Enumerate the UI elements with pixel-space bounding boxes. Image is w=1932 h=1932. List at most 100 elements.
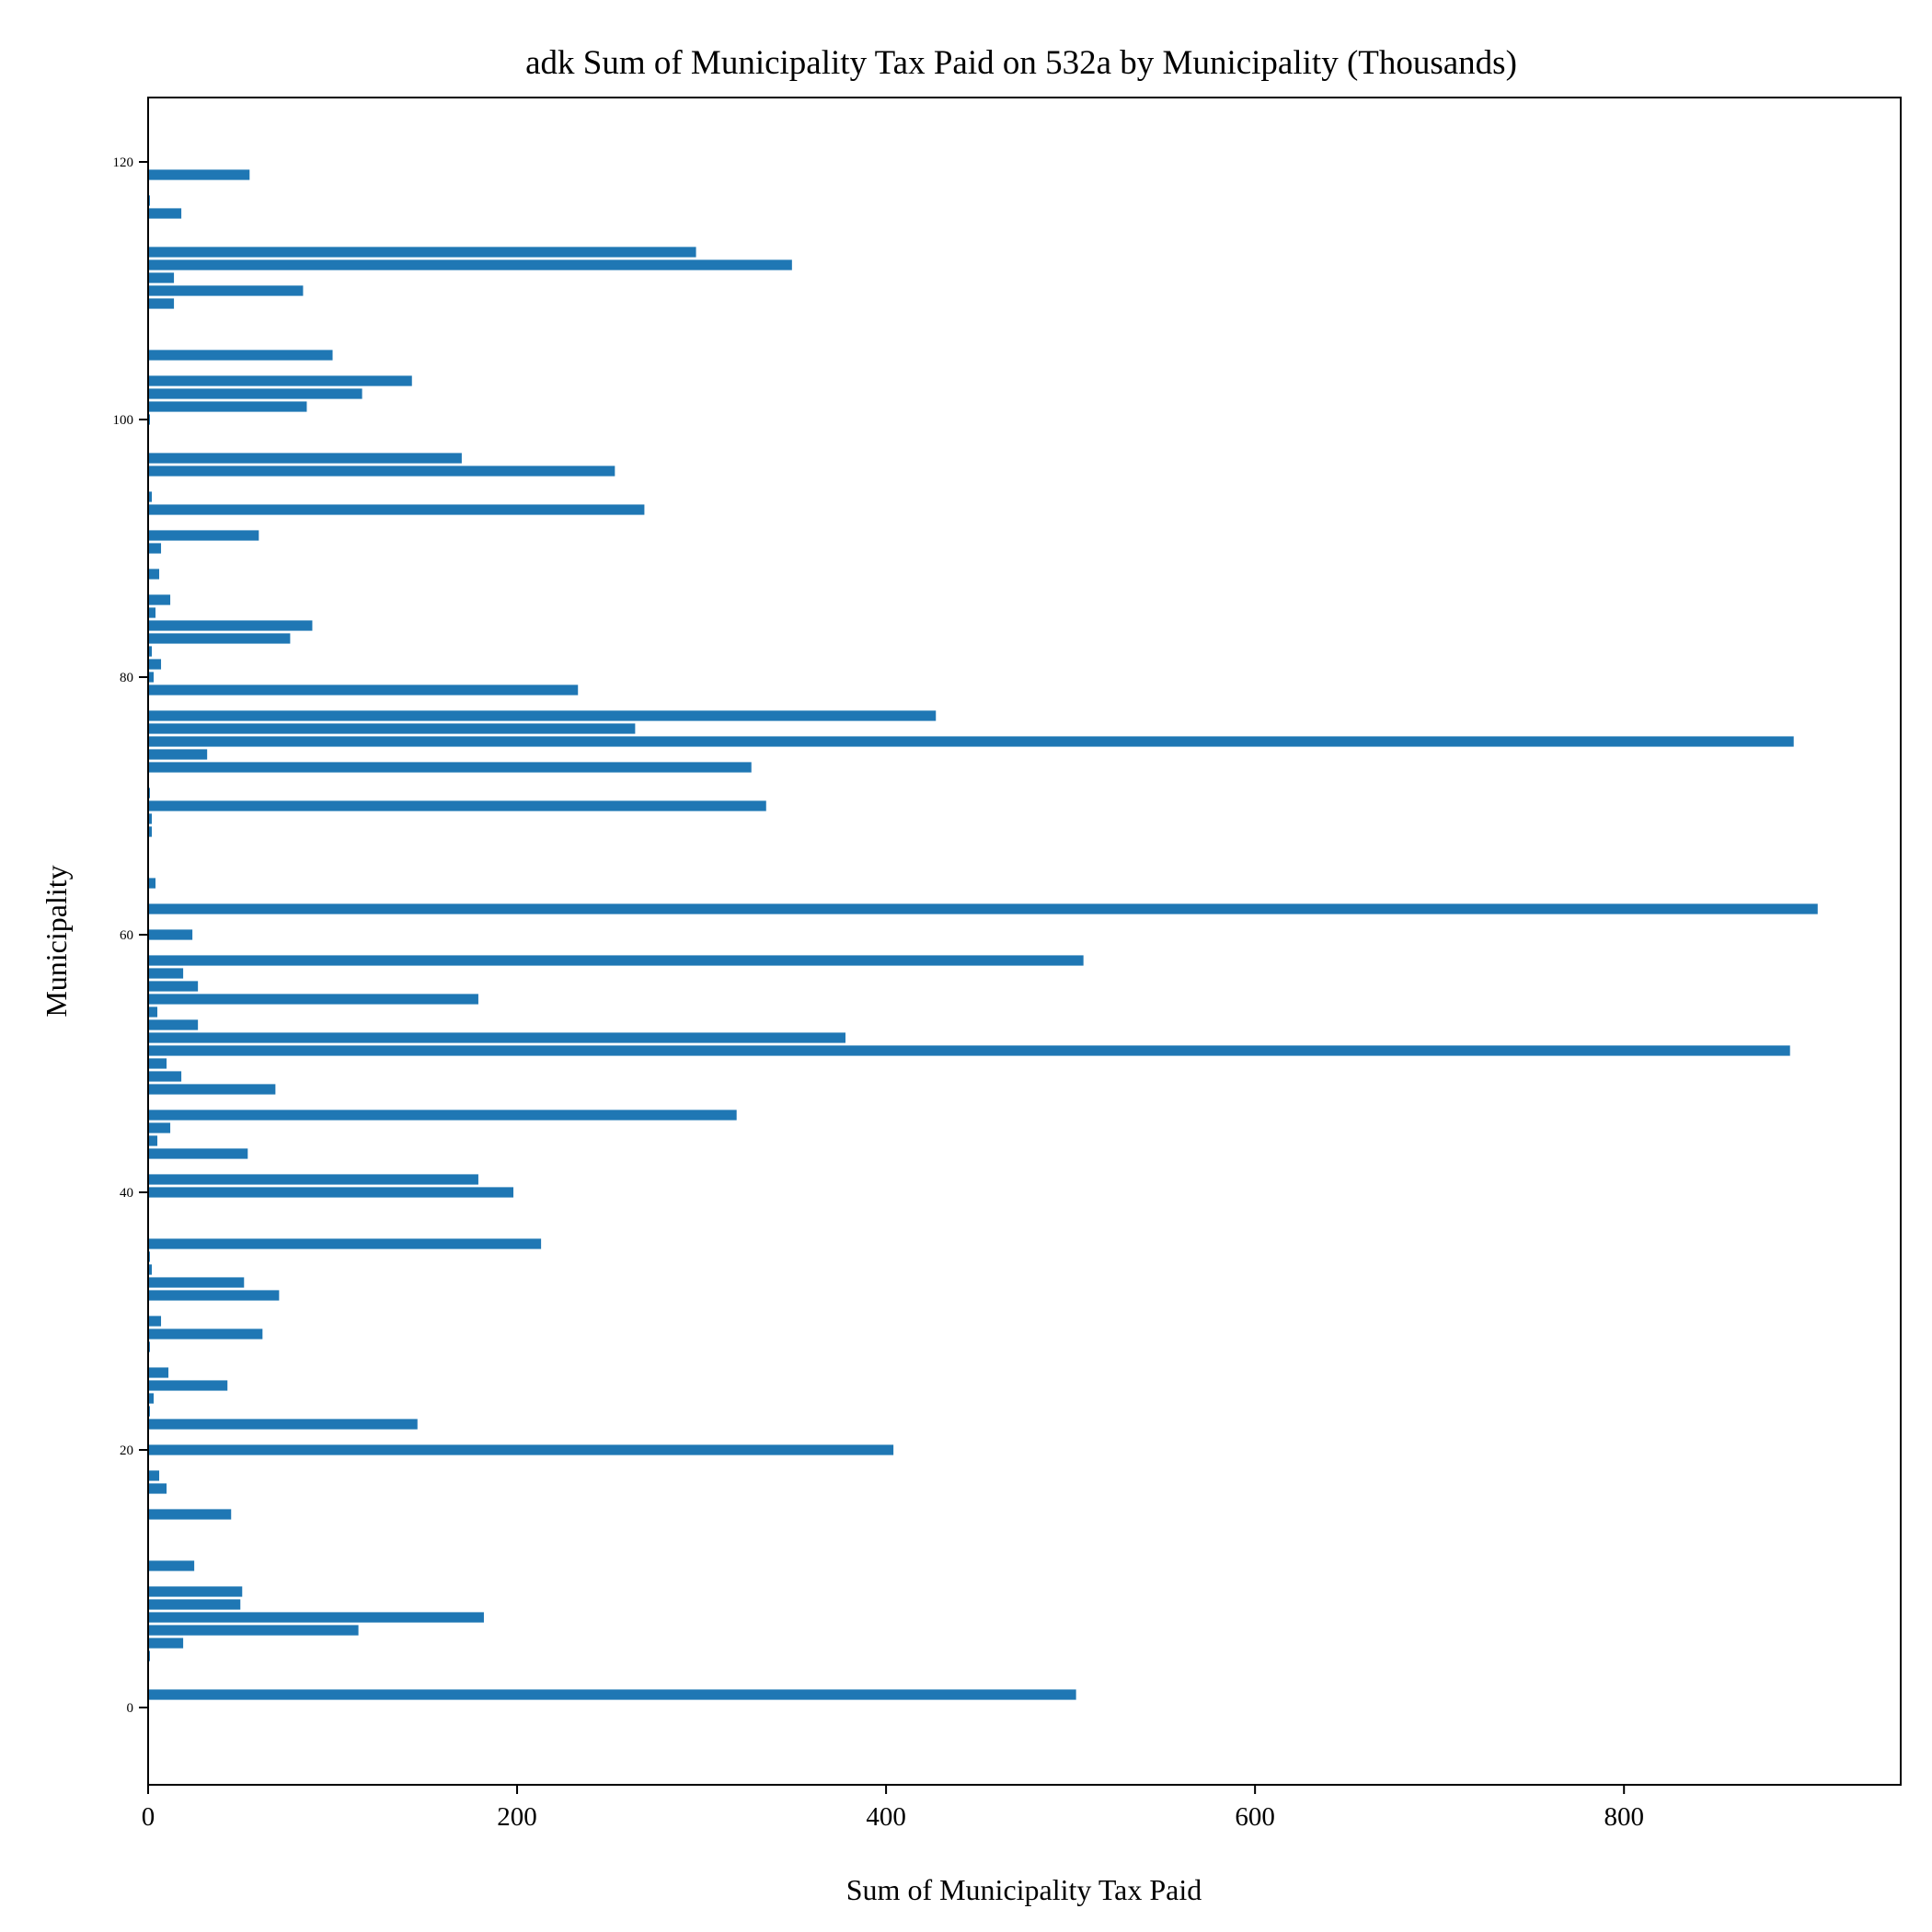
bar-municipality-28 <box>148 1341 151 1352</box>
y-tick-label: 80 <box>120 671 133 685</box>
bar-municipality-77 <box>148 710 937 721</box>
x-axis-label: Sum of Municipality Tax Paid <box>846 1873 1202 1906</box>
bar-municipality-34 <box>148 1264 153 1275</box>
bar-municipality-81 <box>148 659 162 670</box>
y-tick-label: 0 <box>127 1701 134 1716</box>
bar-municipality-64 <box>148 878 156 889</box>
bar-municipality-36 <box>148 1238 542 1249</box>
bar-municipality-46 <box>148 1110 737 1121</box>
bar-municipality-6 <box>148 1625 359 1636</box>
bar-municipality-8 <box>148 1599 241 1610</box>
bar-municipality-40 <box>148 1187 514 1198</box>
bar-municipality-23 <box>148 1406 151 1417</box>
bar-municipality-119 <box>148 169 250 180</box>
bar-municipality-94 <box>148 491 153 502</box>
y-axis-ticks: 0 20 40 60 80 100 120 <box>113 155 148 1716</box>
bar-municipality-44 <box>148 1135 158 1146</box>
bar-municipality-102 <box>148 388 362 399</box>
bar-municipality-68 <box>148 826 153 837</box>
bar-municipality-109 <box>148 298 175 309</box>
bar-municipality-53 <box>148 1019 199 1030</box>
y-tick-label: 20 <box>120 1443 133 1458</box>
bar-municipality-18 <box>148 1470 160 1481</box>
x-tick-label: 200 <box>497 1802 537 1832</box>
bar-municipality-43 <box>148 1148 248 1159</box>
bar-municipality-111 <box>148 272 175 283</box>
bar-municipality-7 <box>148 1612 484 1623</box>
bar-municipality-117 <box>148 195 151 206</box>
bar-municipality-41 <box>148 1174 478 1185</box>
x-axis-ticks: 0 200 400 600 800 <box>142 1785 1644 1832</box>
bar-municipality-69 <box>148 813 153 824</box>
bar-municipality-29 <box>148 1328 263 1340</box>
bar-municipality-30 <box>148 1316 162 1327</box>
bar-municipality-4 <box>148 1650 151 1662</box>
bar-municipality-35 <box>148 1251 151 1262</box>
bar-municipality-70 <box>148 800 766 811</box>
bar-municipality-32 <box>148 1290 280 1301</box>
bar-municipality-22 <box>148 1419 418 1430</box>
bar-municipality-52 <box>148 1032 845 1043</box>
bar-municipality-93 <box>148 504 645 515</box>
bar-municipality-20 <box>148 1444 894 1455</box>
bar-municipality-5 <box>148 1638 184 1649</box>
plot-frame <box>147 97 1902 1786</box>
bar-municipality-85 <box>148 607 156 618</box>
chart-title: adk Sum of Municipality Tax Paid on 532a… <box>525 44 1517 82</box>
bar-municipality-9 <box>148 1586 243 1597</box>
bar-municipality-90 <box>148 543 162 554</box>
bar-municipality-1 <box>148 1689 1076 1700</box>
bar-municipality-101 <box>148 401 307 412</box>
bar-municipality-86 <box>148 594 171 605</box>
bar-municipality-88 <box>148 569 160 580</box>
bar-municipality-11 <box>148 1560 195 1571</box>
bar-municipality-25 <box>148 1380 228 1391</box>
bar-municipality-24 <box>148 1393 155 1404</box>
bar-municipality-50 <box>148 1058 167 1069</box>
bar-municipality-49 <box>148 1071 182 1082</box>
bar-municipality-116 <box>148 208 182 219</box>
bar-municipality-105 <box>148 350 333 361</box>
y-tick-label: 60 <box>120 928 133 943</box>
bar-municipality-54 <box>148 1006 158 1018</box>
bar-municipality-75 <box>148 736 1794 747</box>
bar-municipality-62 <box>148 903 1818 914</box>
bar-municipality-60 <box>148 929 193 940</box>
bar-municipality-110 <box>148 285 304 296</box>
bar-municipality-84 <box>148 620 313 631</box>
bar-municipality-51 <box>148 1045 1790 1056</box>
bar-municipality-100 <box>148 414 151 425</box>
bar-municipality-113 <box>148 247 696 258</box>
bar-municipality-17 <box>148 1483 167 1494</box>
bar-municipality-56 <box>148 981 199 992</box>
bar-municipality-97 <box>148 453 462 464</box>
bar-municipality-79 <box>148 684 579 696</box>
x-tick-label: 800 <box>1604 1802 1644 1832</box>
bar-municipality-15 <box>148 1509 232 1520</box>
bar-municipality-48 <box>148 1084 276 1095</box>
x-tick-label: 400 <box>866 1802 906 1832</box>
bar-municipality-26 <box>148 1367 169 1378</box>
bar-municipality-55 <box>148 994 478 1005</box>
bar-municipality-71 <box>148 788 151 799</box>
y-tick-label: 100 <box>113 413 134 428</box>
bars-group <box>148 169 1818 1700</box>
y-tick-label: 40 <box>120 1186 133 1201</box>
x-tick-label: 0 <box>142 1802 155 1832</box>
bar-municipality-103 <box>148 375 412 386</box>
bar-municipality-33 <box>148 1277 245 1288</box>
bar-municipality-45 <box>148 1122 171 1133</box>
bar-municipality-57 <box>148 968 184 979</box>
bar-municipality-112 <box>148 259 792 270</box>
y-tick-label: 120 <box>113 155 134 170</box>
bar-municipality-82 <box>148 646 153 657</box>
bar-municipality-91 <box>148 530 259 541</box>
x-tick-label: 600 <box>1235 1802 1275 1832</box>
bar-municipality-76 <box>148 723 636 734</box>
bar-municipality-96 <box>148 466 615 477</box>
bar-municipality-83 <box>148 633 291 644</box>
bar-municipality-74 <box>148 749 208 760</box>
bar-municipality-73 <box>148 762 752 773</box>
